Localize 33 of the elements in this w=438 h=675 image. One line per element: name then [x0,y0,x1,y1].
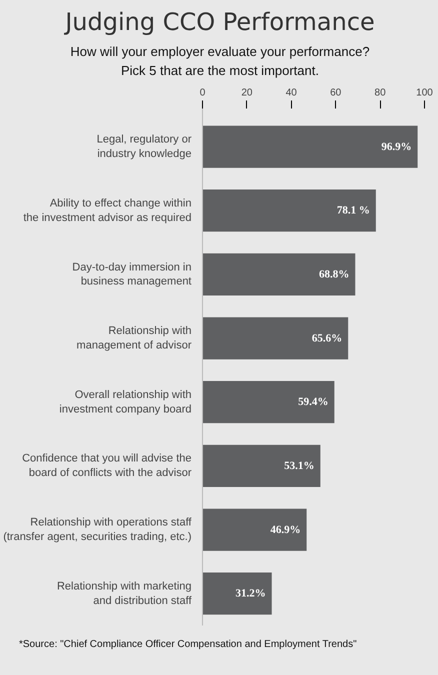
data-label: 96.9% [381,140,412,153]
chart-title: Judging CCO Performance [63,7,376,38]
bar [202,444,320,487]
bar [202,190,376,232]
y-tick-label: Ability to effect change within the investment advisor as required [23,197,192,224]
text: *Source: "Chief Compliance Officer Compensation and Employment Trends" [19,638,358,652]
x-tick-label: 20 [241,88,253,98]
data-label: 31.2% [236,588,266,600]
bar [202,572,272,615]
y-tick-label: Relationship with marketing and distribution staff [56,580,192,607]
bar [202,381,334,424]
data-label: 53.1% [284,460,314,472]
chart-subtitle: How will your employer evaluate your performance? Pick 5 that are the most important. [69,43,371,80]
data-label: 46.9% [270,524,301,536]
x-tick-label: 100 [416,88,434,98]
bar [202,317,348,360]
x-tick-label: 0 [200,88,206,98]
y-tick-label: Day-to-day immersion in business management [72,261,192,288]
bar [202,126,418,168]
y-tick-label: Confidence that you will advise the board of conflicts with the advisor [22,452,192,480]
data-label: 59.4% [298,396,328,408]
y-tick-label: Relationship with management of advisor [76,325,192,352]
bar [202,253,356,296]
data-label: 68.8% [318,268,350,280]
y-tick-label: Relationship with operations staff (transfer agent, securities trading, etc.) [3,516,192,543]
x-tick-label: 40 [286,88,298,98]
x-tick-label: 80 [374,88,386,98]
x-tick-label: 60 [330,88,342,98]
data-label: 65.6% [312,332,342,344]
y-tick-label: Legal, regulatory or industry knowledge [96,134,192,160]
data-label: 78.1 % [336,204,370,217]
bar [202,508,307,551]
y-tick-label: Overall relationship with investment company board [59,388,192,416]
